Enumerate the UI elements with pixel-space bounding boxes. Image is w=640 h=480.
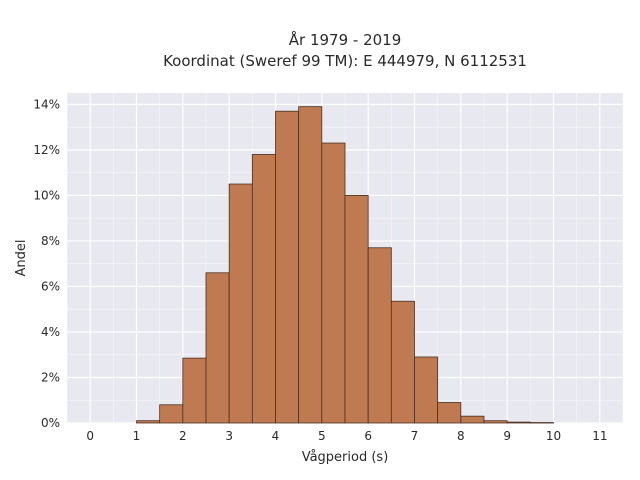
histogram-bar bbox=[483, 420, 508, 424]
histogram-bar bbox=[205, 272, 230, 424]
x-tick-label: 7 bbox=[411, 429, 419, 443]
x-axis-label: Vågperiod (s) bbox=[302, 450, 389, 465]
histogram-bar bbox=[414, 356, 439, 424]
histogram-bar bbox=[275, 110, 300, 424]
y-tick-label: 14% bbox=[33, 97, 60, 111]
x-tick-label: 11 bbox=[592, 429, 607, 443]
x-tick-label: 6 bbox=[364, 429, 372, 443]
histogram-bar bbox=[136, 420, 161, 424]
histogram-bar bbox=[251, 154, 276, 424]
grid-lines bbox=[66, 93, 624, 424]
histogram-bar bbox=[367, 247, 392, 424]
histogram-bar bbox=[437, 402, 462, 424]
histogram-bar bbox=[321, 142, 346, 424]
x-tick-label: 2 bbox=[179, 429, 187, 443]
bars bbox=[136, 106, 554, 424]
histogram-bar bbox=[344, 195, 369, 424]
x-tick-label: 4 bbox=[272, 429, 280, 443]
histogram-bar bbox=[460, 415, 485, 424]
histogram-bar bbox=[228, 183, 253, 424]
x-tick-label: 10 bbox=[546, 429, 561, 443]
y-tick-label: 2% bbox=[41, 370, 60, 384]
y-tick-label: 4% bbox=[41, 325, 60, 339]
x-tick-label: 3 bbox=[225, 429, 233, 443]
histogram-bar bbox=[298, 106, 323, 424]
histogram-bar bbox=[529, 422, 554, 424]
histogram-bar bbox=[390, 300, 415, 424]
chart-title: År 1979 - 2019 bbox=[289, 30, 402, 49]
x-axis-ticks: 0 1 2 3 4 5 6 7 8 9 10 11 bbox=[86, 429, 607, 443]
y-tick-label: 8% bbox=[41, 234, 60, 248]
y-tick-label: 0% bbox=[41, 416, 60, 430]
x-tick-label: 9 bbox=[503, 429, 511, 443]
histogram-bar bbox=[506, 421, 531, 424]
y-tick-label: 6% bbox=[41, 279, 60, 293]
chart-subtitle: Koordinat (Sweref 99 TM): E 444979, N 61… bbox=[163, 52, 527, 70]
y-tick-label: 10% bbox=[33, 188, 60, 202]
x-tick-label: 5 bbox=[318, 429, 326, 443]
y-axis-ticks: 0% 2% 4% 6% 8% 10% 12% 14% bbox=[33, 97, 60, 430]
x-tick-label: 0 bbox=[86, 429, 94, 443]
histogram-bar bbox=[182, 357, 207, 424]
y-axis-label: Andel bbox=[14, 240, 29, 277]
x-tick-label: 1 bbox=[133, 429, 141, 443]
histogram-bar bbox=[159, 404, 184, 424]
x-tick-label: 8 bbox=[457, 429, 465, 443]
y-tick-label: 12% bbox=[33, 143, 60, 157]
